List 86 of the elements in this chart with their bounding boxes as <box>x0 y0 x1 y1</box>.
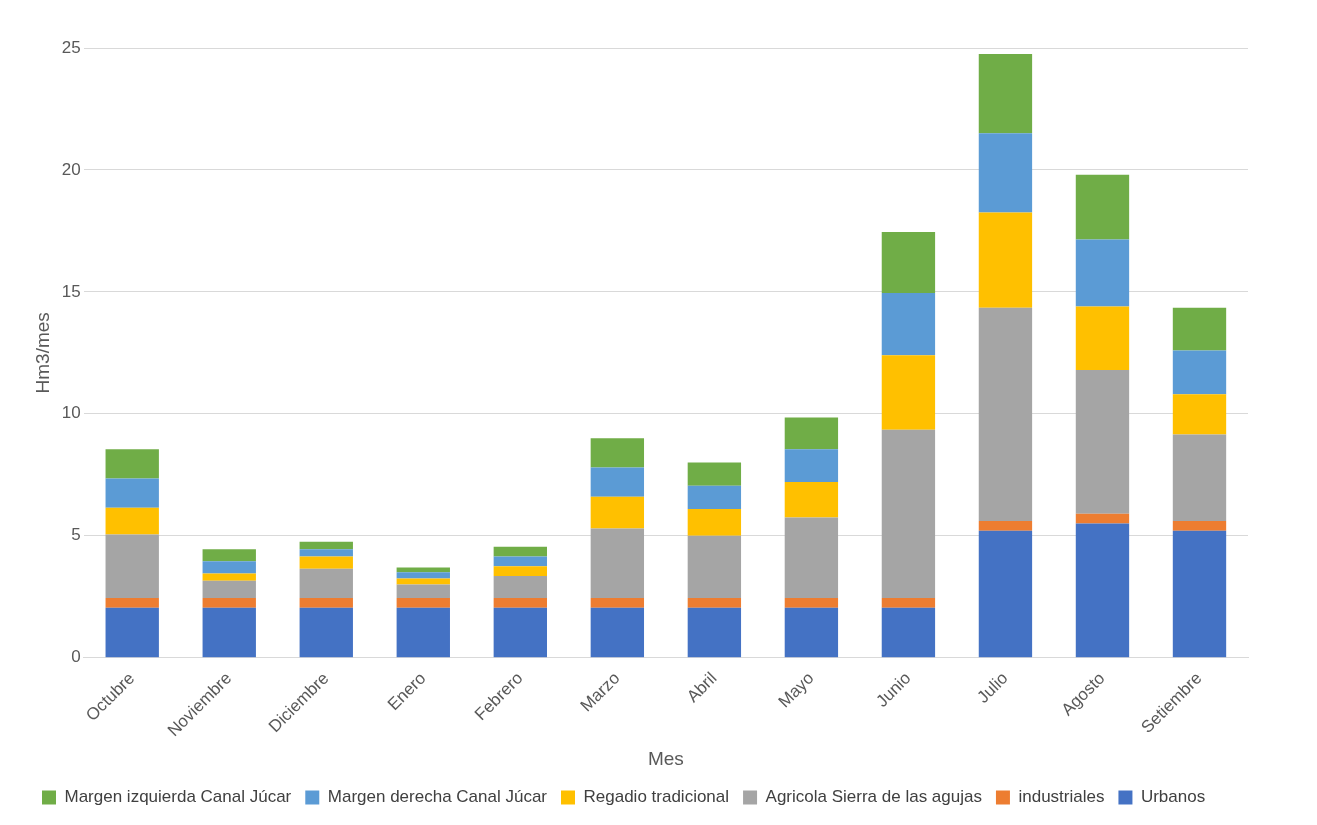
bar <box>396 584 450 598</box>
bar <box>299 597 353 608</box>
bar <box>978 521 1033 531</box>
bar <box>590 496 645 529</box>
bar <box>105 597 159 608</box>
bar <box>978 530 1033 658</box>
bar <box>687 597 742 608</box>
legend-label: Margen izquierda Canal Júcar <box>64 787 292 807</box>
bar <box>881 597 936 608</box>
legend-label: Margen derecha Canal Júcar <box>327 787 548 807</box>
bar <box>299 556 353 569</box>
y-tick-label: 10 <box>61 403 81 423</box>
bar <box>1172 394 1227 435</box>
bar <box>202 573 256 581</box>
bar <box>784 517 839 598</box>
bar <box>202 607 256 658</box>
bar <box>784 597 839 608</box>
bar <box>978 133 1033 213</box>
bar <box>687 508 742 536</box>
bar <box>299 568 353 598</box>
bar <box>978 307 1033 522</box>
bar <box>105 607 159 658</box>
bar <box>687 607 742 658</box>
bar <box>105 507 159 535</box>
bar <box>1172 307 1227 351</box>
bar <box>590 597 645 608</box>
bar <box>493 556 547 567</box>
bar <box>978 54 1033 134</box>
bar <box>202 561 256 574</box>
y-tick-label: 20 <box>61 159 81 179</box>
bar <box>202 597 256 608</box>
x-axis-title: Mes <box>647 747 684 769</box>
bar <box>299 549 353 557</box>
legend-label: industriales <box>1018 787 1105 807</box>
y-tick-label: 5 <box>71 525 81 545</box>
y-tick-label: 0 <box>71 647 81 667</box>
bar <box>105 449 159 479</box>
bar <box>202 580 256 598</box>
bar <box>299 607 353 658</box>
bar <box>687 462 742 486</box>
legend-label: Urbanos <box>1140 787 1206 807</box>
bar <box>1075 174 1130 240</box>
bar <box>202 549 256 562</box>
bar <box>396 578 450 585</box>
bar <box>881 355 936 430</box>
bar <box>396 572 450 579</box>
bar <box>493 546 547 557</box>
bar <box>299 541 353 550</box>
bar <box>396 597 450 608</box>
bar <box>493 575 547 598</box>
bar <box>687 535 742 598</box>
bar <box>1172 521 1227 531</box>
bar <box>396 567 450 573</box>
y-tick-label: 15 <box>61 281 81 301</box>
bar <box>493 597 547 608</box>
y-axis-title: Hm3/mes <box>31 312 53 394</box>
bar <box>1172 350 1227 395</box>
bar <box>784 417 839 450</box>
bar <box>1075 369 1130 514</box>
bar <box>881 607 936 658</box>
bar <box>590 607 645 658</box>
bar <box>881 293 936 356</box>
bar <box>1075 523 1130 658</box>
legend-label: Agricola Sierra de las agujas <box>765 787 982 807</box>
bar <box>1172 434 1227 522</box>
bar <box>1075 513 1130 524</box>
bar <box>105 478 159 508</box>
bar <box>493 566 547 576</box>
bar <box>784 482 839 518</box>
bar <box>1075 306 1130 370</box>
bar <box>396 607 450 658</box>
bar <box>105 534 159 598</box>
bar <box>881 232 936 294</box>
bar <box>590 467 645 497</box>
bar <box>590 438 645 468</box>
bar <box>1172 530 1227 658</box>
bar <box>1075 239 1130 307</box>
legend-label: Regadio tradicional <box>583 787 730 807</box>
bar <box>493 607 547 658</box>
bar <box>784 449 839 483</box>
bar <box>687 485 742 509</box>
bar <box>978 212 1033 308</box>
y-tick-label: 25 <box>61 37 81 57</box>
bar <box>590 528 645 598</box>
bar <box>784 607 839 658</box>
bar <box>881 429 936 598</box>
